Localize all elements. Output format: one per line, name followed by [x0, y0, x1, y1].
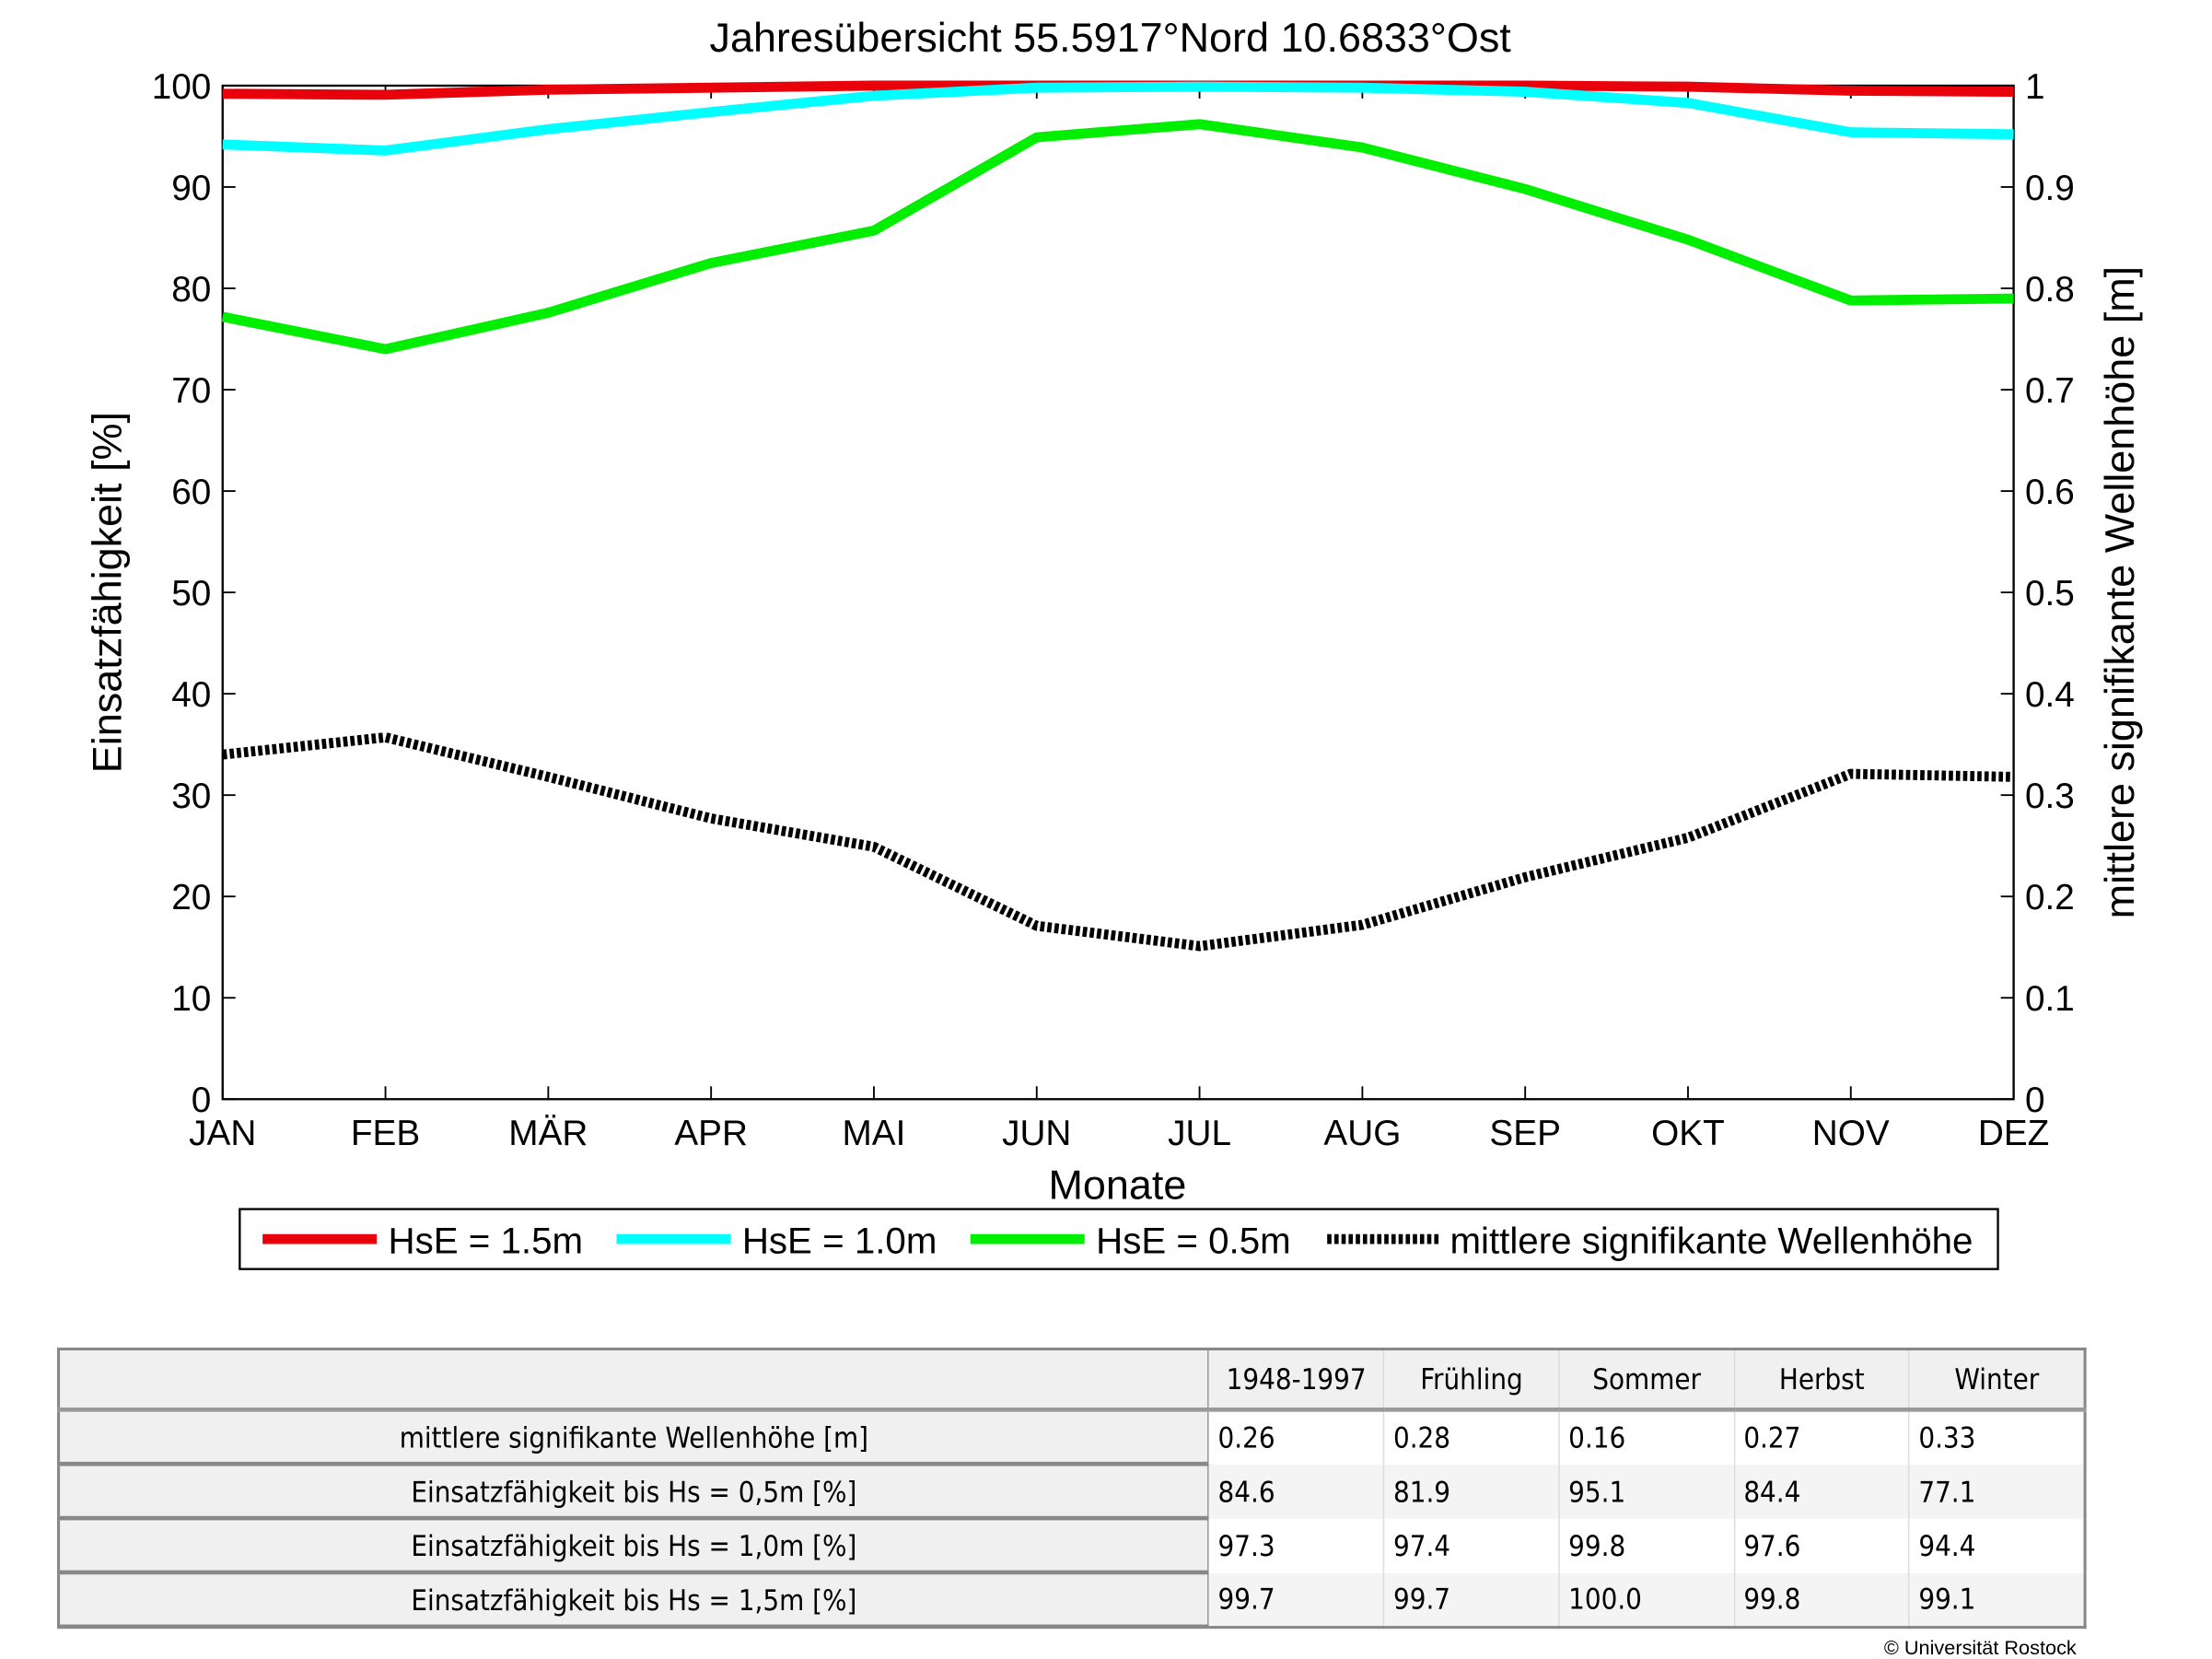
table-header: Frühling — [1383, 1349, 1560, 1412]
row-label: Einsatzfähigkeit bis Hs = 0,5m [%] — [58, 1464, 1210, 1521]
y2-tick-label: 0.9 — [2025, 169, 2075, 208]
y-tick-label: 60 — [171, 473, 211, 512]
table-cell: 84.6 — [1208, 1464, 1385, 1519]
y-tick-label: 0 — [192, 1081, 212, 1120]
table-cell: 97.6 — [1734, 1518, 1911, 1572]
plot-area — [221, 84, 2015, 1101]
x-tick-label: SEP — [1489, 1114, 1561, 1153]
y-tick-label: 80 — [171, 270, 211, 310]
table-cell: 99.1 — [1909, 1571, 2086, 1627]
y-tick-label: 100 — [152, 67, 212, 107]
copyright: © Universität Rostock — [1883, 1635, 2077, 1659]
row-label: mittlere signifikante Wellenhöhe [m] — [58, 1409, 1210, 1466]
y-tick-label: 20 — [171, 878, 211, 917]
y-tick-label: 50 — [171, 574, 211, 613]
table-row: Einsatzfähigkeit bis Hs = 1,0m [%] 97.3 … — [58, 1518, 2086, 1575]
summary-table: 1948-1997 Frühling Sommer Herbst Winter … — [56, 1347, 2087, 1630]
x-tick-label: JUN — [1002, 1114, 1071, 1153]
table-cell: 94.4 — [1909, 1518, 2086, 1572]
y2-tick-label: 0.6 — [2025, 473, 2075, 512]
table-row: mittlere signifikante Wellenhöhe [m] 0.2… — [58, 1409, 2086, 1466]
x-tick-label: FEB — [351, 1114, 420, 1153]
table-cell: 0.16 — [1559, 1409, 1736, 1465]
y2-tick-label: 0.1 — [2025, 979, 2075, 1019]
table-cell: 0.26 — [1208, 1409, 1385, 1465]
table-cell: 95.1 — [1559, 1464, 1736, 1519]
x-axis-label: Monate — [1048, 1162, 1186, 1209]
table-cell: 97.4 — [1383, 1518, 1560, 1572]
y-axis-label: Einsatzfähigkeit [%] — [84, 412, 131, 773]
y2-tick-label: 0.5 — [2025, 574, 2075, 613]
table-cell: 99.8 — [1559, 1518, 1736, 1572]
series-line-1 — [222, 81, 2014, 156]
table-header: Sommer — [1559, 1349, 1736, 1412]
table-cell: 0.33 — [1909, 1409, 2086, 1465]
y-tick-label: 90 — [171, 169, 211, 208]
chart-title: Jahresübersicht 55.5917°Nord 10.6833°Ost — [709, 14, 1511, 61]
x-tick-label: AUG — [1323, 1114, 1401, 1153]
table-cell: 77.1 — [1909, 1464, 2086, 1519]
table-cell: 84.4 — [1734, 1464, 1911, 1519]
y-tick-label: 30 — [171, 777, 211, 816]
y2-tick-label: 1 — [2025, 67, 2045, 107]
table-header-blank — [58, 1349, 1210, 1412]
chart: Jahresübersicht 55.5917°Nord 10.6833°Ost… — [84, 14, 2143, 1270]
table-cell: 0.27 — [1734, 1409, 1911, 1465]
table-cell: 99.8 — [1734, 1571, 1911, 1627]
x-tick-label: MÄR — [508, 1114, 588, 1153]
table-header: Winter — [1909, 1349, 2086, 1412]
legend-label-wave-height: mittlere signifikante Wellenhöhe — [1449, 1221, 1973, 1262]
x-tick-label: DEZ — [1978, 1114, 2049, 1153]
legend-label-hse-0-5: HsE = 0.5m — [1096, 1221, 1291, 1262]
y2-tick-label: 0.3 — [2025, 777, 2075, 816]
table-cell: 99.7 — [1208, 1571, 1385, 1627]
table-row: Einsatzfähigkeit bis Hs = 1,5m [%] 99.7 … — [58, 1571, 2086, 1630]
x-tick-label: JUL — [1168, 1114, 1231, 1153]
y2-tick-label: 0.8 — [2025, 270, 2075, 310]
legend-label-hse-1-0: HsE = 1.0m — [742, 1221, 937, 1262]
table-cell: 0.28 — [1383, 1409, 1560, 1465]
x-tick-label: MAI — [843, 1114, 906, 1153]
x-tick-label: APR — [674, 1114, 748, 1153]
row-label: Einsatzfähigkeit bis Hs = 1,5m [%] — [58, 1571, 1210, 1630]
table-cell: 99.7 — [1383, 1571, 1560, 1627]
row-label: Einsatzfähigkeit bis Hs = 1,0m [%] — [58, 1518, 1210, 1575]
table-header-row: 1948-1997 Frühling Sommer Herbst Winter — [58, 1349, 2086, 1412]
y2-tick-label: 0.7 — [2025, 371, 2075, 411]
y2-axis-label: mittlere signifikante Wellenhöhe [m] — [2096, 266, 2143, 919]
y-tick-label: 40 — [171, 675, 211, 715]
series-line-2 — [221, 119, 2014, 355]
y-tick-label: 70 — [171, 371, 211, 411]
series-line-3 — [222, 732, 2014, 952]
x-tick-label: OKT — [1651, 1114, 1725, 1153]
table-header: Herbst — [1734, 1349, 1911, 1412]
y2-tick-label: 0.2 — [2025, 878, 2075, 917]
y2-tick-label: 0 — [2025, 1081, 2045, 1120]
legend-label-hse-1-5: HsE = 1.5m — [389, 1221, 584, 1262]
y2-tick-label: 0.4 — [2025, 675, 2075, 715]
y-tick-label: 10 — [171, 979, 211, 1019]
x-tick-label: JAN — [189, 1114, 256, 1153]
table-cell: 100.0 — [1559, 1571, 1736, 1627]
table-header: 1948-1997 — [1208, 1349, 1385, 1412]
x-tick-label: NOV — [1812, 1114, 1890, 1153]
legend: HsE = 1.5m HsE = 1.0m HsE = 0.5m mittler… — [239, 1208, 1999, 1270]
table-cell: 97.3 — [1208, 1518, 1385, 1572]
table-cell: 81.9 — [1383, 1464, 1560, 1519]
table-row: Einsatzfähigkeit bis Hs = 0,5m [%] 84.6 … — [58, 1464, 2086, 1521]
